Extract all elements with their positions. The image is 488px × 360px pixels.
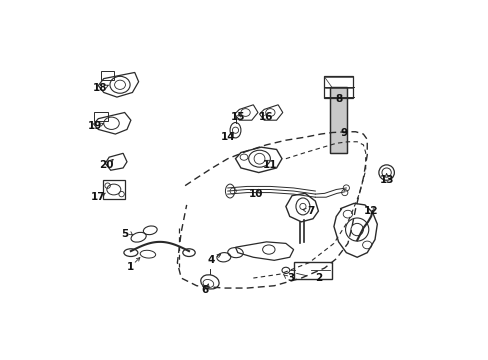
Text: 19: 19 bbox=[88, 121, 102, 131]
Text: 3: 3 bbox=[286, 273, 294, 283]
Text: 6: 6 bbox=[201, 285, 208, 294]
Text: 4: 4 bbox=[207, 255, 215, 265]
Text: 1: 1 bbox=[127, 261, 134, 271]
Bar bbox=[323, 76, 352, 98]
Text: 5: 5 bbox=[121, 229, 128, 239]
Text: 2: 2 bbox=[314, 273, 322, 283]
Text: 7: 7 bbox=[306, 206, 314, 216]
Text: 14: 14 bbox=[221, 132, 235, 142]
Bar bbox=[329, 87, 346, 153]
Text: 16: 16 bbox=[258, 112, 272, 122]
Text: 10: 10 bbox=[249, 189, 263, 199]
Bar bbox=[103, 180, 124, 199]
Text: 13: 13 bbox=[379, 175, 393, 185]
Text: 9: 9 bbox=[340, 127, 347, 138]
Text: 12: 12 bbox=[363, 206, 378, 216]
Bar bbox=[94, 112, 108, 121]
Text: 11: 11 bbox=[263, 160, 277, 170]
Text: 17: 17 bbox=[91, 192, 105, 202]
Bar bbox=[101, 71, 114, 80]
Text: 20: 20 bbox=[99, 160, 113, 170]
Text: 8: 8 bbox=[334, 94, 342, 104]
Bar bbox=[329, 87, 346, 153]
Bar bbox=[293, 262, 332, 279]
Text: 15: 15 bbox=[230, 112, 244, 122]
Text: 18: 18 bbox=[92, 83, 107, 93]
